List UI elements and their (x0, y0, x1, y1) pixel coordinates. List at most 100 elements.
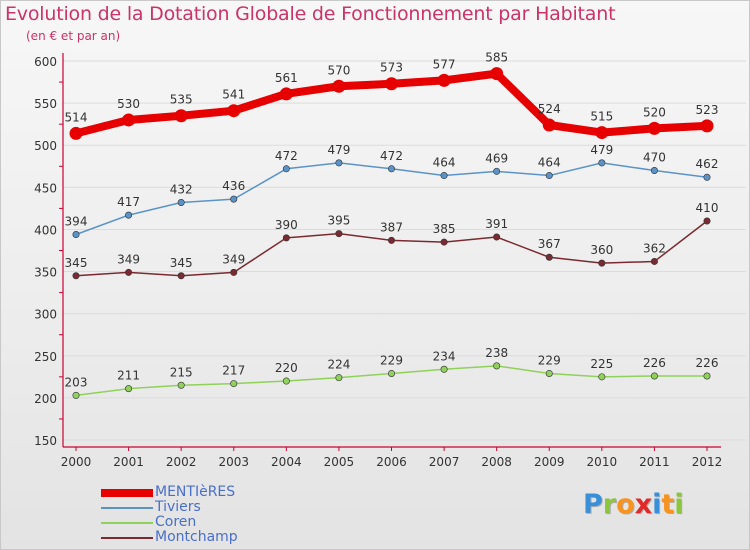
data-label: 514 (65, 110, 88, 124)
data-label: 345 (65, 256, 88, 270)
data-label: 464 (538, 156, 561, 170)
data-point (700, 119, 714, 133)
x-tick-label: 2002 (166, 455, 197, 469)
x-tick-label: 2003 (218, 455, 249, 469)
data-point (282, 165, 290, 173)
data-point (125, 385, 133, 393)
y-tick-label: 350 (34, 266, 57, 280)
data-point (493, 233, 501, 241)
data-label: 570 (327, 63, 350, 77)
legend-label: Tiviers (155, 499, 201, 515)
data-label: 224 (327, 358, 350, 372)
data-label: 395 (327, 214, 350, 228)
data-label: 226 (643, 356, 666, 370)
x-tick-label: 2010 (587, 455, 618, 469)
data-label: 362 (643, 241, 666, 255)
data-point (387, 165, 395, 173)
x-tick-label: 2000 (61, 455, 92, 469)
data-point (72, 230, 80, 238)
data-point (332, 79, 346, 93)
series-tiviers: 394 417 432 436 472 479 472 464 469 464 479 470 462 (65, 143, 719, 238)
data-point (177, 198, 185, 206)
legend-label: Montchamp (155, 529, 238, 545)
data-label: 215 (170, 365, 193, 379)
data-label: 524 (538, 102, 561, 116)
data-label: 541 (222, 88, 245, 102)
proxiti-logo: Proxiti (583, 489, 684, 520)
x-tick-label: 2006 (376, 455, 407, 469)
data-label: 479 (590, 143, 613, 157)
series-mentières: 514 530 535 541 561 570 573 577 585 524 515 520 523 (65, 51, 719, 140)
data-label: 349 (117, 252, 140, 266)
data-label: 469 (485, 151, 508, 165)
data-point (72, 272, 80, 280)
logo-letter: t (661, 489, 675, 520)
series-montchamp: 345 349 345 349 390 395 387 385 391 367 360 362 410 (65, 201, 718, 280)
data-label: 394 (65, 214, 88, 228)
logo-letter: i (674, 489, 684, 520)
data-point (282, 234, 290, 242)
data-label: 535 (170, 93, 193, 107)
y-tick-label: 550 (34, 97, 57, 111)
data-point (598, 159, 606, 167)
data-point (125, 268, 133, 276)
data-point (598, 259, 606, 267)
data-point (650, 166, 658, 174)
legend-label: Coren (155, 514, 197, 530)
data-point (387, 236, 395, 244)
data-label: 577 (433, 57, 456, 71)
data-label: 472 (275, 149, 298, 163)
y-tick-label: 250 (34, 350, 57, 364)
data-label: 470 (643, 150, 666, 164)
data-point (230, 380, 238, 388)
data-point (703, 217, 711, 225)
legend-label: MENTIèRES (155, 484, 236, 500)
data-label: 530 (117, 97, 140, 111)
data-point (542, 118, 556, 132)
data-point (227, 104, 241, 118)
data-point (69, 126, 83, 140)
data-label: 573 (380, 61, 403, 75)
y-tick-label: 150 (34, 434, 57, 448)
data-label: 349 (222, 252, 245, 266)
data-point (335, 159, 343, 167)
data-label: 217 (222, 364, 245, 378)
data-label: 432 (170, 182, 193, 196)
legend-item: Montchamp (101, 530, 238, 545)
x-tick-label: 2005 (324, 455, 355, 469)
logo-letter: x (634, 489, 653, 520)
data-point (493, 167, 501, 175)
data-point (703, 173, 711, 181)
data-label: 234 (433, 349, 456, 363)
data-point (230, 268, 238, 276)
series-coren: 203 211 215 217 220 224 229 234 238 229 225 226 226 (65, 346, 718, 399)
data-label: 561 (275, 71, 298, 85)
data-label: 464 (433, 156, 456, 170)
data-label: 462 (696, 157, 719, 171)
legend-item: Tiviers (101, 500, 238, 515)
data-label: 385 (433, 222, 456, 236)
legend-item: Coren (101, 515, 238, 530)
chart-legend: MENTIèRES Tiviers Coren Montchamp (101, 485, 238, 545)
data-label: 436 (222, 179, 245, 193)
x-tick-label: 2012 (692, 455, 723, 469)
data-point (385, 77, 398, 91)
data-label: 203 (65, 375, 88, 389)
data-label: 345 (170, 256, 193, 270)
y-tick-label: 300 (34, 308, 57, 322)
data-label: 523 (696, 103, 719, 117)
data-point (72, 391, 80, 399)
legend-swatch (101, 536, 153, 539)
y-tick-label: 200 (34, 392, 57, 406)
data-label: 391 (485, 217, 508, 231)
data-label: 238 (485, 346, 508, 360)
data-point (650, 372, 658, 380)
data-label: 472 (380, 149, 403, 163)
data-label: 360 (590, 243, 613, 257)
data-label: 225 (590, 357, 613, 371)
data-point (545, 369, 553, 377)
data-point (598, 373, 606, 381)
data-label: 520 (643, 105, 666, 119)
y-tick-label: 450 (34, 181, 57, 195)
